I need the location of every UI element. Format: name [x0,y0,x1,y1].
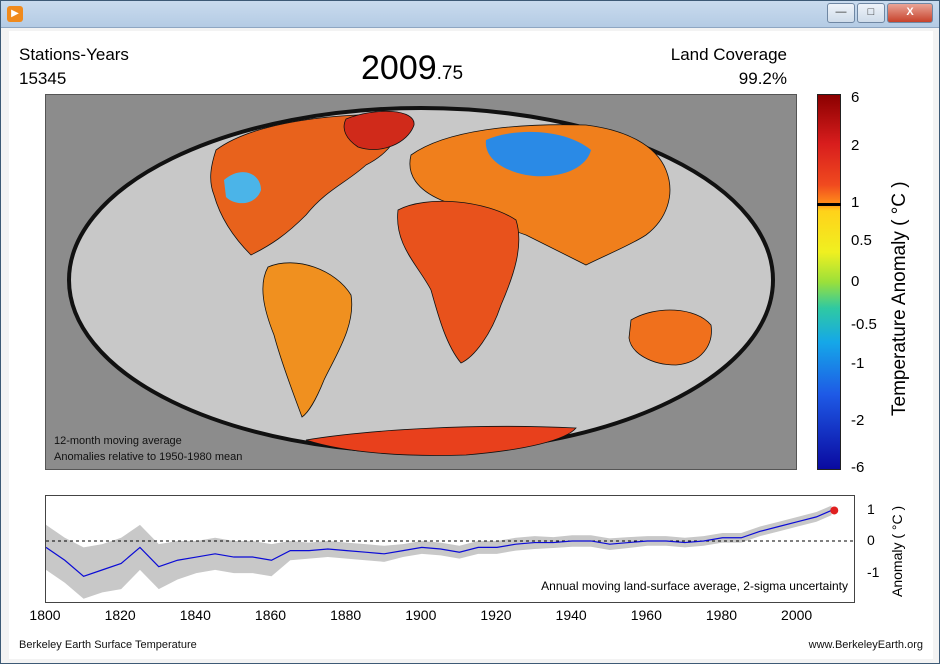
colorbar-tick: 0.5 [851,232,872,249]
coverage-label: Land Coverage [670,45,787,64]
chart-title: Annual moving land-surface average, 2-si… [541,579,848,593]
colorbar-tick: -0.5 [851,316,877,333]
colorbar-tick: -6 [851,459,865,476]
x-tick: 1840 [179,607,211,623]
continent-africa [397,200,520,364]
colorbar-tick: -2 [851,412,865,429]
y-tick: -1 [867,564,880,580]
continent-australia [628,309,712,366]
x-tick: 1920 [480,607,512,623]
maximize-button[interactable]: □ [857,3,885,23]
map-note-average: 12-month moving average [54,435,182,447]
timeseries-chart: Annual moving land-surface average, 2-si… [45,495,855,603]
world-map [67,106,775,456]
continent-antarctica [305,425,577,456]
stations-value: 15345 [19,69,67,88]
title-bar[interactable]: ▶ — □ X [1,1,939,28]
map-note-baseline: Anomalies relative to 1950-1980 mean [54,451,243,463]
visualization-area: Stations-Years 15345 2009.75 Land Covera… [9,31,933,659]
uncertainty-band [46,505,832,599]
x-tick: 2000 [781,607,813,623]
stations-label: Stations-Years [19,45,129,64]
x-tick: 1820 [104,607,136,623]
continent-greenland [343,110,415,150]
colorbar-tick: 6 [851,89,860,106]
x-tick: 1960 [630,607,662,623]
continent-south-america [262,262,353,418]
colorbar-title: Temperature Anomaly ( °C ) [889,181,910,416]
year-main: 2009 [361,49,437,87]
x-tick: 1800 [29,607,61,623]
x-tick: 1980 [705,607,738,623]
x-tick: 1860 [254,607,287,623]
colorbar-tick: 1 [851,194,860,211]
window-controls: — □ X [827,3,933,23]
footer-url[interactable]: www.BerkeleyEarth.org [808,639,923,651]
minimize-button[interactable]: — [827,3,855,23]
cold-anomaly-siberia [485,131,591,177]
year-display: 2009.75 [361,49,463,88]
play-icon[interactable]: ▶ [7,6,23,22]
colorbar-tick: 2 [851,137,860,154]
coverage-value: 99.2% [738,69,787,88]
x-tick: 1880 [330,607,362,623]
colorbar-tick: 0 [851,273,860,290]
y-tick: 0 [867,532,875,548]
year-fraction: .75 [436,63,464,84]
colorbar-tick: -1 [851,355,865,372]
x-tick: 1900 [405,607,437,623]
current-year-point [830,506,839,515]
close-button[interactable]: X [887,3,933,23]
world-map-panel: 12-month moving average Anomalies relati… [45,94,797,470]
colorbar [817,94,841,470]
timeseries-plot: Annual moving land-surface average, 2-si… [45,505,854,599]
anomaly-series-line [45,509,832,577]
footer-title: Berkeley Earth Surface Temperature [19,639,197,651]
y-axis-label: Anomaly ( °C ) [889,505,905,597]
colorbar-marker [817,203,841,206]
x-tick: 1940 [555,607,587,623]
continent-north-america [210,114,399,256]
y-tick: 1 [867,501,875,517]
cold-anomaly-north-america [224,172,261,204]
